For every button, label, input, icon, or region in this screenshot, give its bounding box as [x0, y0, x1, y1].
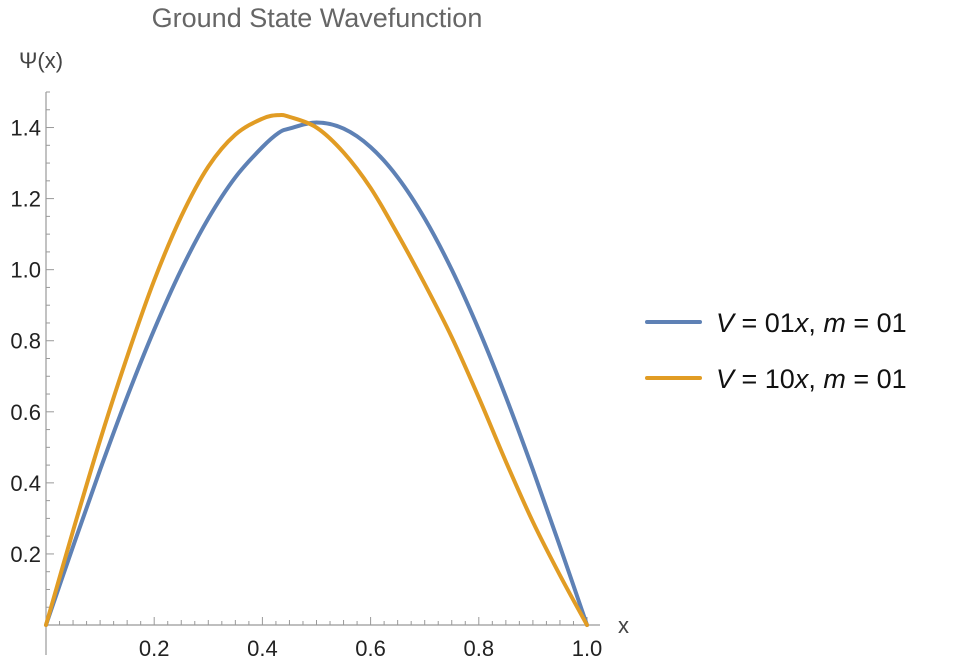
series-line-1	[44, 120, 589, 627]
legend: V = 01x, m = 01 V = 10x, m = 01	[645, 308, 907, 394]
legend-1-b: = 01	[734, 308, 795, 338]
legend-1-a: V	[716, 308, 737, 338]
y-tick-label: 1.4	[10, 116, 41, 141]
legend-1-f: = 01	[846, 308, 907, 338]
legend-2-f: = 01	[846, 364, 907, 394]
y-axis-label: Ψ(x)	[19, 48, 63, 73]
y-tick-label: 1.2	[10, 187, 41, 212]
x-axis-label: x	[618, 613, 629, 638]
y-tick-label: 1.0	[10, 258, 41, 283]
legend-1-d: ,	[808, 308, 823, 338]
legend-2-b: = 10	[734, 364, 795, 394]
legend-1-c: x	[793, 308, 810, 338]
series-line-2	[44, 112, 589, 627]
x-tick-label: 0.4	[247, 636, 278, 661]
ticks: 0.2 0.4 0.6 0.8 1.0 1.2 1.4 0.2 0.4 0.6 0.8 1.0	[10, 91, 603, 661]
chart-title: Ground State Wavefunction	[152, 3, 483, 33]
x-tick-label: 0.6	[355, 636, 386, 661]
axes	[45, 92, 600, 655]
legend-2-c: x	[793, 364, 810, 394]
legend-2-a: V	[716, 364, 737, 394]
x-tick-label: 0.2	[139, 636, 170, 661]
legend-label-series-1: V = 01x, m = 01	[716, 308, 907, 338]
legend-2-e: m	[823, 364, 846, 394]
plot-area	[44, 112, 589, 627]
legend-1-e: m	[823, 308, 846, 338]
x-tick-label: 0.8	[464, 636, 495, 661]
x-tick-label: 1.0	[572, 636, 603, 661]
y-tick-label: 0.6	[10, 400, 41, 425]
legend-2-d: ,	[808, 364, 823, 394]
y-tick-label: 0.2	[10, 542, 41, 567]
y-tick-label: 0.8	[10, 329, 41, 354]
legend-label-series-2: V = 10x, m = 01	[716, 364, 907, 394]
y-tick-label: 0.4	[10, 471, 41, 496]
